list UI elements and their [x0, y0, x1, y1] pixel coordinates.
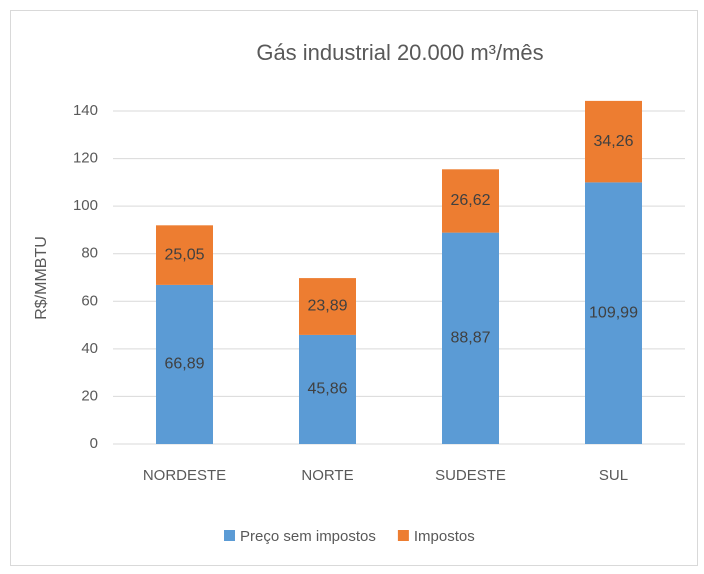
- bar-segment: [585, 182, 642, 445]
- data-label: 66,89: [164, 356, 204, 373]
- bar-segment: [442, 232, 499, 444]
- y-axis-label: R$/MMBTU: [33, 236, 50, 320]
- bar-segment: [442, 169, 499, 233]
- y-tick-label: 120: [73, 150, 98, 167]
- legend-swatch: [224, 530, 235, 541]
- legend-label: Preço sem impostos: [240, 528, 376, 545]
- x-tick-label: NORDESTE: [143, 467, 226, 484]
- bar-segment: [156, 225, 213, 285]
- y-tick-label: 140: [73, 102, 98, 119]
- bar-segment: [299, 278, 356, 335]
- data-label: 88,87: [450, 330, 490, 347]
- x-tick-label: SUDESTE: [435, 467, 506, 484]
- x-tick-label: NORTE: [301, 467, 353, 484]
- y-tick-label: 80: [81, 245, 98, 262]
- y-tick-label: 100: [73, 197, 98, 214]
- data-label: 26,62: [450, 192, 490, 209]
- chart-title: Gás industrial 20.000 m³/mês: [256, 40, 543, 65]
- y-tick-label: 60: [81, 292, 98, 309]
- data-label: 45,86: [307, 381, 347, 398]
- data-label: 109,99: [589, 304, 638, 321]
- bar-segment: [299, 334, 356, 444]
- bar-segment: [156, 284, 213, 444]
- y-tick-label: 20: [81, 387, 98, 404]
- bar-segment: [585, 100, 642, 183]
- data-label: 23,89: [307, 298, 347, 315]
- y-tick-label: 0: [90, 435, 98, 452]
- legend-label: Impostos: [414, 528, 475, 545]
- x-tick-label: SUL: [599, 467, 628, 484]
- data-label: 34,26: [593, 133, 633, 150]
- legend-swatch: [397, 530, 409, 541]
- y-tick-label: 40: [81, 340, 98, 357]
- data-label: 25,05: [164, 246, 204, 263]
